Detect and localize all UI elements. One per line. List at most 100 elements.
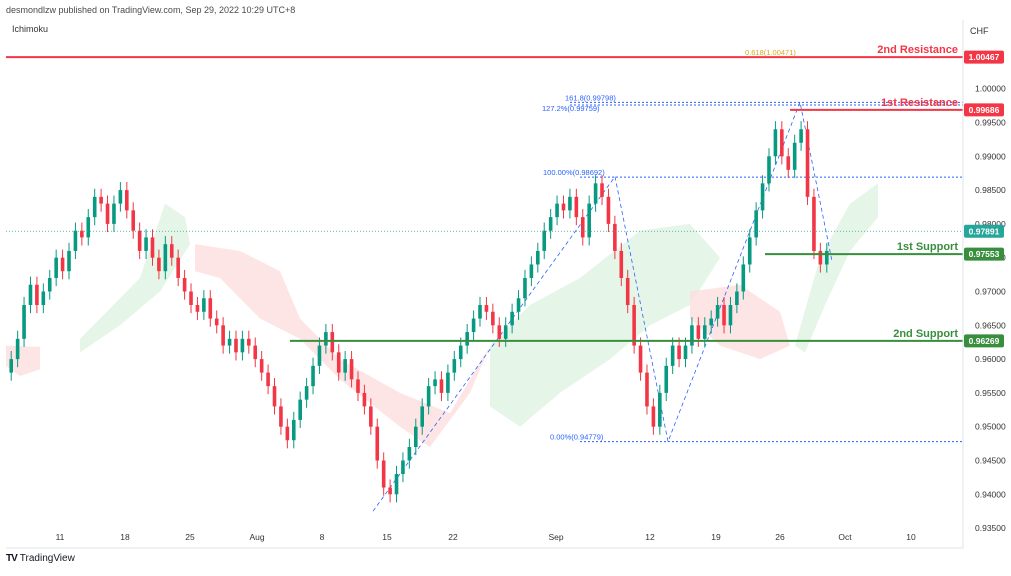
published-by-text: desmondlzw published on TradingView.com,… — [6, 5, 296, 15]
y-tick-label: 0.93500 — [975, 523, 1006, 533]
candle-body — [291, 419, 296, 441]
x-tick-label: 19 — [711, 532, 721, 542]
current-price-text: 0.97891 — [969, 226, 1000, 236]
candle-body — [645, 372, 649, 407]
candle-body — [471, 318, 476, 333]
price-badge-text: 0.96269 — [969, 336, 1000, 346]
candle-body — [279, 406, 283, 427]
candle-body — [375, 426, 380, 461]
x-tick-label: Oct — [838, 532, 852, 542]
candle-body — [484, 305, 489, 312]
candle-body — [536, 250, 540, 265]
x-tick-label: Sep — [548, 532, 563, 542]
fib-diagonal — [372, 100, 833, 512]
tradingview-brand[interactable]: TV TradingView — [6, 553, 75, 564]
candle-body — [131, 210, 136, 231]
candle-body — [677, 345, 681, 360]
candle-body — [195, 305, 200, 312]
candle-body — [670, 345, 675, 366]
candle-body — [715, 305, 720, 319]
candle-body — [632, 305, 636, 346]
x-tick-label: 8 — [320, 532, 325, 542]
price-badge — [964, 247, 1004, 261]
y-tick-label: 0.99000 — [975, 151, 1006, 161]
candle-body — [426, 386, 431, 407]
candle-body — [311, 365, 315, 387]
candle-body — [593, 183, 598, 204]
y-tick-label: 0.94500 — [975, 456, 1006, 466]
price-badge-text: 1.00467 — [969, 52, 1000, 62]
price-badge — [964, 50, 1004, 64]
candle-body — [253, 345, 258, 360]
x-tick-label: 11 — [56, 532, 65, 542]
y-tick-label: 0.94000 — [975, 489, 1006, 499]
candle-body — [446, 372, 450, 393]
y-tick-label: 0.95500 — [975, 388, 1006, 398]
current-price-badge — [964, 224, 1004, 238]
candle-body — [754, 210, 758, 238]
price-badge-text: 0.97553 — [969, 249, 1000, 259]
candle-body — [420, 406, 425, 427]
candle-body — [548, 217, 553, 231]
cloud-bearish — [195, 244, 490, 447]
candle-body — [214, 318, 219, 326]
x-tick-label: 26 — [775, 532, 785, 542]
level-name-label: 2nd Support — [893, 328, 958, 340]
candle-body — [99, 196, 103, 204]
candle-body — [709, 318, 713, 326]
y-tick-label: 0.97000 — [975, 287, 1006, 297]
candle-body — [638, 345, 643, 373]
y-tick-label: 1.00000 — [975, 84, 1006, 94]
indicator-label[interactable]: Ichimoku — [12, 24, 49, 34]
candle-body — [227, 338, 232, 346]
candle-body — [478, 305, 482, 319]
y-tick-label: 0.95000 — [975, 422, 1006, 432]
candle-body — [818, 250, 823, 265]
candle-body — [324, 332, 328, 346]
candle-body — [523, 277, 527, 299]
candle-body — [304, 386, 309, 400]
y-tick-label: 0.98000 — [975, 219, 1006, 229]
cloud-bearish — [6, 345, 40, 376]
currency-label: CHF — [970, 26, 989, 36]
candle-body — [150, 237, 155, 258]
level-name-label: 2nd Resistance — [877, 44, 958, 56]
candle-body — [86, 217, 91, 238]
candle-body — [163, 244, 168, 272]
candle-body — [606, 196, 611, 224]
candle-body — [465, 332, 469, 346]
candle-body — [407, 446, 412, 461]
candle-body — [54, 257, 58, 278]
candle-body — [555, 203, 559, 218]
candle-body — [401, 460, 405, 475]
candle-body — [458, 345, 463, 360]
x-tick-label: 25 — [185, 532, 195, 542]
candle-body — [702, 325, 707, 339]
candle-body — [439, 379, 444, 393]
candle-body — [580, 217, 585, 238]
candle-body — [497, 325, 502, 339]
candle-body — [356, 379, 360, 393]
fib-label: 100.00%(0.98692) — [543, 168, 605, 177]
candle-body — [285, 426, 290, 441]
candle-body — [73, 230, 78, 251]
candle-body — [613, 223, 617, 251]
candle-body — [176, 257, 180, 278]
candle-body — [587, 203, 591, 238]
candle-body — [812, 196, 816, 251]
candle-body — [298, 399, 302, 420]
candle-body — [47, 277, 52, 292]
candle-body — [240, 338, 245, 353]
candle-body — [221, 325, 225, 346]
x-tick-label: 12 — [645, 532, 655, 542]
candle-body — [343, 359, 347, 373]
y-tick-label: 0.99500 — [975, 118, 1006, 128]
candle-body — [452, 359, 457, 373]
x-tick-label: 22 — [448, 532, 458, 542]
candle-body — [202, 298, 206, 312]
candle-body — [182, 277, 187, 292]
y-tick-label: 0.98500 — [975, 185, 1006, 195]
candle-body — [105, 203, 110, 224]
cloud-bullish — [795, 183, 878, 353]
